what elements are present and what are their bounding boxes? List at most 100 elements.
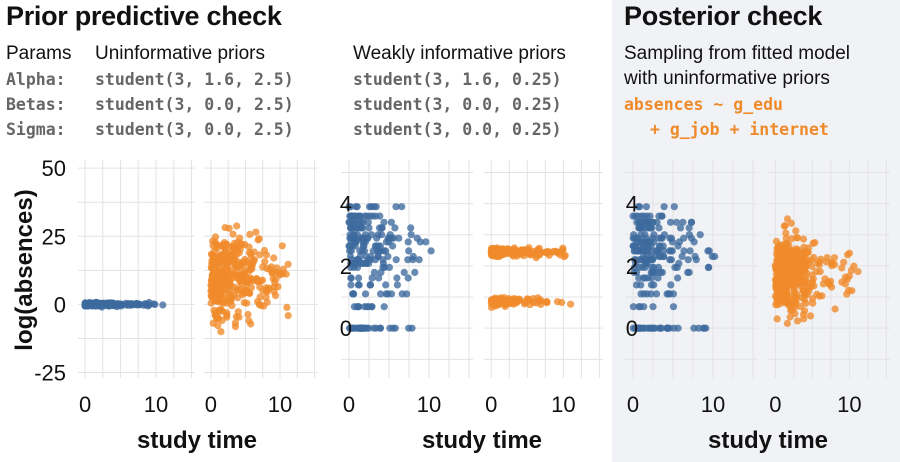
predicted-point (283, 303, 291, 311)
observed-point (660, 203, 668, 211)
predicted-point (792, 247, 800, 255)
predicted-point (254, 277, 262, 285)
predicted-point (810, 253, 818, 262)
predicted-point (811, 239, 819, 247)
predicted-point (209, 263, 218, 272)
predicted-point (854, 268, 862, 276)
predicted-point (782, 283, 791, 291)
observed-point (705, 263, 713, 271)
observed-point (372, 212, 380, 220)
predicted-point (794, 317, 802, 325)
observed-point (346, 224, 354, 232)
observed-point (652, 290, 661, 298)
observed-point (685, 224, 693, 232)
predicted-point (242, 257, 250, 266)
param-label-betas: Betas: (6, 95, 66, 114)
observed-point (371, 242, 379, 250)
observed-point (373, 234, 381, 242)
prior-title: Prior predictive check (6, 1, 282, 31)
predicted-point (284, 260, 292, 268)
observed-point (360, 242, 368, 250)
predicted-point (815, 292, 823, 300)
observed-point (684, 256, 692, 264)
predicted-point (799, 235, 808, 243)
predicted-point (791, 310, 799, 318)
predicted-point (783, 319, 792, 327)
posterior-title: Posterior check (624, 1, 823, 31)
observed-point (361, 290, 370, 298)
observed-point (641, 274, 649, 282)
y-tick-label: 0 (54, 292, 66, 317)
observed-point (629, 324, 637, 332)
param-betas-uninformative: student(3, 0.0, 2.5) (95, 95, 294, 114)
y-tick-label: 25 (42, 224, 66, 249)
predicted-point (809, 299, 817, 307)
observed-point (690, 238, 698, 246)
y-tick-label: -25 (34, 361, 66, 386)
predicted-point (233, 260, 241, 268)
predicted-point (211, 233, 220, 241)
observed-point (676, 224, 685, 232)
predicted-point (774, 242, 783, 250)
x-tick-label: 10 (837, 392, 861, 417)
predicted-point (241, 241, 249, 249)
observed-point (643, 218, 651, 226)
predicted-point (812, 268, 821, 276)
predicted-point (282, 270, 290, 278)
predicted-point (278, 242, 286, 250)
observed-point (668, 238, 677, 246)
observed-point (404, 238, 412, 246)
x-tick-label: 0 (485, 392, 497, 417)
predicted-point (782, 229, 790, 237)
predicted-point (822, 258, 831, 266)
observed-point (389, 242, 397, 250)
observed-point (363, 212, 371, 220)
observed-point (635, 274, 643, 282)
y-tick-label: 2 (340, 254, 352, 279)
observed-point (667, 218, 675, 226)
x-tick-label: 10 (551, 392, 575, 417)
x-tick-label: 10 (268, 392, 292, 417)
observed-point (657, 234, 665, 242)
observed-point (350, 290, 358, 298)
observed-point (391, 324, 399, 332)
x-tick-label: 10 (417, 392, 441, 417)
observed-point (375, 224, 384, 232)
observed-point (382, 247, 390, 255)
observed-point (634, 212, 642, 220)
predicted-point (789, 257, 797, 265)
observed-point (640, 290, 648, 298)
observed-point (630, 263, 639, 271)
observed-point (655, 224, 663, 232)
observed-point (387, 218, 395, 226)
observed-point (361, 303, 369, 311)
observed-point (403, 290, 411, 298)
predicted-point (207, 281, 215, 289)
observed-point (368, 274, 376, 282)
observed-point (349, 234, 357, 242)
predicted-point (828, 283, 836, 291)
observed-point (636, 224, 644, 232)
x-axis-title: study time (708, 427, 828, 454)
predicted-point (210, 288, 218, 296)
observed-point (640, 212, 648, 220)
predicted-point (782, 234, 790, 242)
predicted-point (838, 264, 846, 272)
observed-point (680, 247, 688, 255)
observed-point (355, 218, 363, 226)
predicted-point (780, 249, 788, 257)
param-label-alpha: Alpha: (6, 70, 66, 89)
predicted-point (232, 274, 240, 282)
y-tick-label: 0 (340, 316, 352, 341)
observed-point (393, 274, 401, 282)
observed-point (636, 203, 644, 211)
observed-point (376, 324, 384, 332)
observed-point (687, 218, 696, 226)
y-tick-label: 2 (626, 254, 638, 279)
observed-point (392, 203, 400, 211)
observed-point (377, 247, 385, 255)
observed-point (640, 324, 648, 332)
observed-point (409, 252, 417, 261)
observed-point (679, 218, 687, 226)
observed-point (346, 252, 355, 261)
